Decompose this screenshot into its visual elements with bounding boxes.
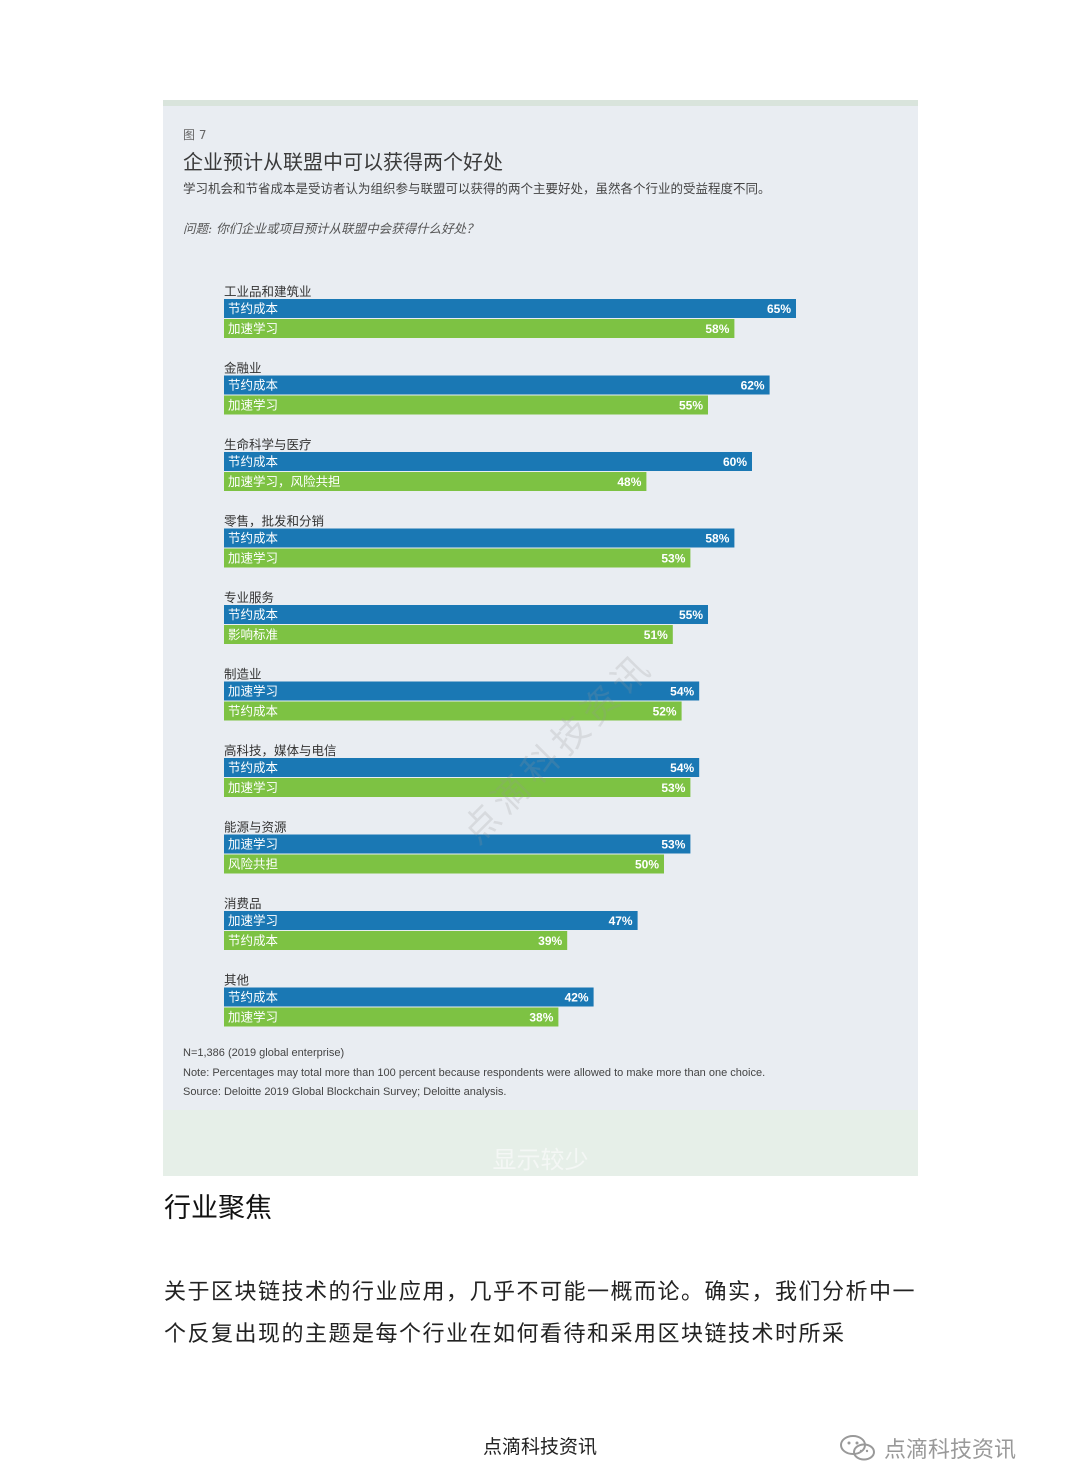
bar-label: 节约成本 bbox=[228, 760, 279, 775]
bar bbox=[224, 528, 735, 548]
bar-label: 加速学习 bbox=[228, 780, 278, 795]
bar-label: 加速学习 bbox=[228, 1010, 278, 1025]
footer-brand-name: 点滴科技资讯 bbox=[884, 1438, 1017, 1463]
bar bbox=[224, 548, 691, 568]
bar-value-label: 55% bbox=[679, 608, 703, 622]
bar-label: 加速学习 bbox=[228, 837, 278, 852]
note-percentages: Note: Percentages may total more than 10… bbox=[183, 1066, 766, 1079]
show-less-button[interactable]: 显示较少 bbox=[163, 1110, 918, 1176]
bar bbox=[224, 911, 638, 930]
category-label: 其他 bbox=[224, 973, 250, 988]
bar-value-label: 54% bbox=[670, 761, 694, 775]
bar bbox=[224, 834, 691, 854]
bar-value-label: 38% bbox=[529, 1011, 553, 1025]
bar bbox=[224, 395, 708, 415]
bar-value-label: 62% bbox=[741, 379, 765, 393]
figure-notes: N=1,386 (2019 global enterprise) Note: P… bbox=[183, 1044, 765, 1103]
bar bbox=[224, 625, 673, 644]
bar bbox=[224, 299, 796, 318]
bar-value-label: 65% bbox=[767, 302, 791, 316]
category-label: 高科技，媒体与电信 bbox=[224, 743, 337, 758]
bar-label: 节约成本 bbox=[228, 378, 279, 393]
bar-value-label: 42% bbox=[565, 991, 589, 1005]
bar bbox=[224, 681, 700, 701]
figure-subtitle: 学习机会和节省成本是受访者认为组织参与联盟可以获得的两个主要好处，虽然各个行业的… bbox=[183, 181, 771, 196]
note-source: Source: Deloitte 2019 Global Blockchain … bbox=[183, 1086, 507, 1098]
bar bbox=[224, 758, 700, 777]
figure-panel: 图 7 企业预计从联盟中可以获得两个好处 学习机会和节省成本是受访者认为组织参与… bbox=[163, 100, 918, 1110]
bar-value-label: 60% bbox=[723, 455, 747, 469]
bar bbox=[224, 375, 770, 395]
bar-label: 节约成本 bbox=[228, 933, 279, 948]
bar-label: 加速学习 bbox=[228, 684, 278, 699]
category-label: 能源与资源 bbox=[224, 820, 287, 835]
category-label: 零售，批发和分销 bbox=[224, 514, 324, 529]
figure-label: 图 7 bbox=[183, 128, 207, 142]
bar bbox=[224, 701, 682, 721]
wechat-icon bbox=[840, 1435, 875, 1461]
bar-label: 加速学习，风险共担 bbox=[228, 474, 341, 489]
category-label: 金融业 bbox=[224, 361, 262, 376]
bar-label: 节约成本 bbox=[228, 454, 279, 469]
bar bbox=[224, 987, 594, 1007]
footer-brand: 点滴科技资讯 bbox=[838, 1432, 1016, 1464]
category-label: 生命科学与医疗 bbox=[224, 437, 312, 452]
figure-question: 问题: 你们企业或项目预计从联盟中会获得什么好处？ bbox=[183, 221, 479, 236]
bar-value-label: 53% bbox=[661, 838, 685, 852]
figure-title: 企业预计从联盟中可以获得两个好处 bbox=[183, 150, 503, 174]
bar-value-label: 52% bbox=[653, 705, 677, 719]
bar-label: 节约成本 bbox=[228, 704, 279, 719]
bar-label: 加速学习 bbox=[228, 398, 278, 413]
category-label: 专业服务 bbox=[224, 590, 274, 605]
bar-label: 节约成本 bbox=[228, 607, 279, 622]
category-label: 制造业 bbox=[224, 667, 262, 682]
bar bbox=[224, 452, 752, 471]
bar-value-label: 58% bbox=[705, 532, 729, 546]
bar-label: 加速学习 bbox=[228, 913, 278, 928]
bar-value-label: 55% bbox=[679, 399, 703, 413]
bar-value-label: 51% bbox=[644, 628, 668, 642]
bar-label: 加速学习 bbox=[228, 551, 278, 566]
bar-label: 加速学习 bbox=[228, 321, 278, 336]
category-label: 工业品和建筑业 bbox=[224, 284, 312, 299]
bar bbox=[224, 605, 708, 624]
bar-label: 影响标准 bbox=[228, 627, 278, 642]
bar-value-label: 48% bbox=[617, 475, 641, 489]
bar-value-label: 54% bbox=[670, 685, 694, 699]
bar-value-label: 50% bbox=[635, 858, 659, 872]
section-heading: 行业聚焦 bbox=[164, 1193, 272, 1224]
bar-value-label: 47% bbox=[609, 914, 633, 928]
bar-value-label: 53% bbox=[661, 781, 685, 795]
bar-label: 风险共担 bbox=[228, 857, 278, 872]
category-label: 消费品 bbox=[224, 896, 262, 911]
bar-value-label: 39% bbox=[538, 934, 562, 948]
bar bbox=[224, 854, 664, 874]
footer-source: 点滴科技资讯 bbox=[482, 1436, 597, 1458]
bar-value-label: 53% bbox=[661, 552, 685, 566]
bar-label: 节约成本 bbox=[228, 531, 279, 546]
note-sample-size: N=1,386 (2019 global enterprise) bbox=[183, 1047, 345, 1059]
bar-label: 节约成本 bbox=[228, 301, 279, 316]
bar-label: 节约成本 bbox=[228, 990, 279, 1005]
bar bbox=[224, 1007, 559, 1027]
bar-value-label: 58% bbox=[705, 322, 729, 336]
bar bbox=[224, 319, 735, 338]
bar bbox=[224, 931, 568, 950]
bar bbox=[224, 472, 647, 491]
bar bbox=[224, 778, 691, 797]
article-paragraph: 关于区块链技术的行业应用，几乎不可能一概而论。确实，我们分析中一个反复出现的主题… bbox=[164, 1280, 917, 1347]
show-less-label: 显示较少 bbox=[492, 1145, 589, 1174]
